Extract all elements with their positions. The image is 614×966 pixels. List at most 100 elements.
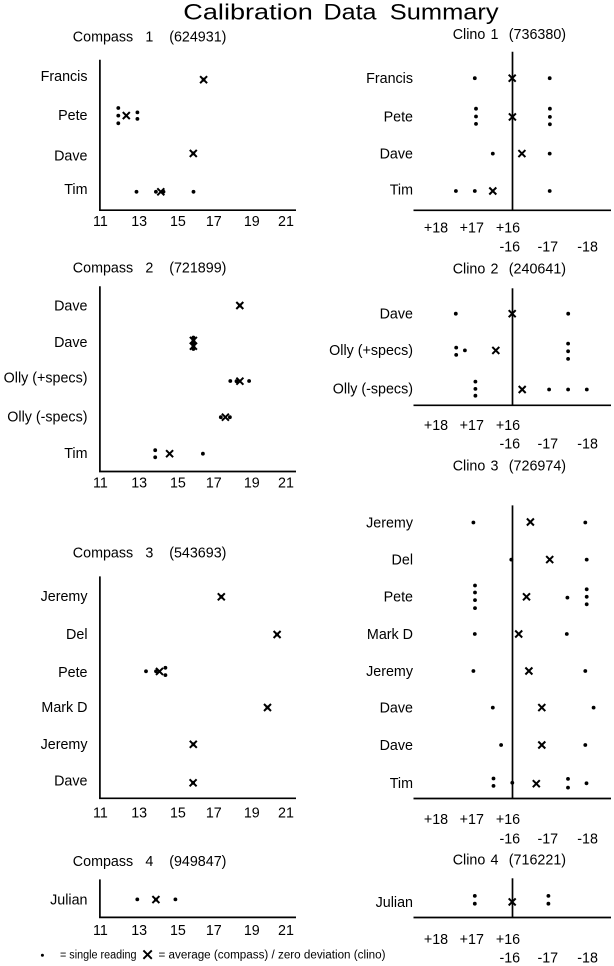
svg-text:15: 15 bbox=[170, 805, 186, 821]
svg-text:13: 13 bbox=[131, 805, 147, 821]
svg-text:Olly (-specs): Olly (-specs) bbox=[333, 382, 413, 398]
svg-text:Olly (-specs): Olly (-specs) bbox=[7, 410, 87, 426]
svg-text:+18: +18 bbox=[424, 812, 448, 828]
svg-text:(949847): (949847) bbox=[169, 854, 226, 870]
svg-text:4: 4 bbox=[145, 854, 153, 870]
svg-text:Pete: Pete bbox=[58, 108, 87, 124]
svg-text:1: 1 bbox=[145, 30, 153, 46]
svg-text:Olly (+specs): Olly (+specs) bbox=[329, 343, 413, 359]
svg-text:-17: -17 bbox=[537, 832, 558, 848]
svg-text:-17: -17 bbox=[537, 950, 558, 966]
svg-text:Compass: Compass bbox=[73, 261, 133, 277]
svg-text:19: 19 bbox=[244, 476, 260, 492]
svg-text:+17: +17 bbox=[460, 812, 484, 828]
svg-text:Julian: Julian bbox=[376, 895, 413, 911]
svg-text:= single reading: = single reading bbox=[60, 950, 137, 962]
svg-text:15: 15 bbox=[170, 214, 186, 230]
svg-text:(726974): (726974) bbox=[509, 459, 566, 475]
svg-text:Jeremy: Jeremy bbox=[366, 664, 414, 680]
svg-text:Pete: Pete bbox=[384, 110, 413, 126]
svg-text:-16: -16 bbox=[499, 436, 520, 452]
svg-text:-17: -17 bbox=[537, 436, 558, 452]
svg-text:+16: +16 bbox=[496, 932, 520, 948]
svg-text:Clino: Clino bbox=[453, 853, 486, 869]
svg-text:4: 4 bbox=[491, 853, 499, 869]
svg-text:19: 19 bbox=[244, 214, 260, 230]
svg-text:19: 19 bbox=[244, 805, 260, 821]
svg-text:13: 13 bbox=[131, 476, 147, 492]
svg-text:+16: +16 bbox=[496, 221, 520, 237]
svg-text:17: 17 bbox=[206, 805, 222, 821]
svg-text:Jeremy: Jeremy bbox=[41, 589, 89, 605]
svg-text:11: 11 bbox=[93, 476, 108, 492]
svg-text:Francis: Francis bbox=[41, 69, 88, 85]
svg-text:Dave: Dave bbox=[54, 148, 87, 164]
svg-text:Compass: Compass bbox=[73, 854, 133, 870]
svg-text:Clino: Clino bbox=[453, 459, 486, 475]
svg-text:2: 2 bbox=[145, 261, 153, 277]
svg-text:+16: +16 bbox=[496, 418, 520, 434]
svg-text:Dave: Dave bbox=[380, 147, 413, 163]
svg-text:17: 17 bbox=[206, 923, 222, 939]
svg-text:11: 11 bbox=[93, 805, 108, 821]
svg-text:Compass: Compass bbox=[73, 546, 133, 562]
svg-text:Calibration: Calibration bbox=[183, 0, 312, 25]
svg-text:= average (compass) / zero dev: = average (compass) / zero deviation (cl… bbox=[159, 950, 386, 962]
svg-text:21: 21 bbox=[278, 923, 294, 939]
svg-text:Julian: Julian bbox=[50, 893, 87, 909]
svg-text:Compass: Compass bbox=[73, 30, 133, 46]
svg-text:Dave: Dave bbox=[380, 307, 413, 323]
svg-text:Data: Data bbox=[324, 0, 378, 25]
svg-text:Tim: Tim bbox=[390, 776, 413, 792]
svg-text:3: 3 bbox=[145, 546, 153, 562]
svg-text:19: 19 bbox=[244, 923, 260, 939]
svg-text:(543693): (543693) bbox=[169, 546, 226, 562]
svg-text:-18: -18 bbox=[577, 436, 598, 452]
svg-text:(624931): (624931) bbox=[169, 30, 226, 46]
svg-text:Dave: Dave bbox=[54, 335, 87, 351]
svg-text:(721899): (721899) bbox=[169, 261, 226, 277]
svg-text:Jeremy: Jeremy bbox=[366, 516, 414, 532]
svg-text:21: 21 bbox=[278, 214, 294, 230]
svg-text:11: 11 bbox=[93, 923, 108, 939]
svg-text:Del: Del bbox=[66, 627, 87, 643]
svg-text:Del: Del bbox=[392, 553, 413, 569]
svg-text:1: 1 bbox=[491, 27, 499, 43]
svg-text:Francis: Francis bbox=[366, 71, 413, 87]
svg-text:Mark D: Mark D bbox=[41, 700, 87, 716]
svg-text:(716221): (716221) bbox=[509, 853, 566, 869]
svg-text:Tim: Tim bbox=[64, 182, 87, 198]
svg-text:Olly (+specs): Olly (+specs) bbox=[4, 371, 88, 387]
svg-text:15: 15 bbox=[170, 923, 186, 939]
svg-text:-18: -18 bbox=[577, 950, 598, 966]
svg-text:+18: +18 bbox=[424, 932, 448, 948]
svg-text:-17: -17 bbox=[537, 240, 558, 256]
svg-text:2: 2 bbox=[491, 262, 499, 278]
svg-text:-18: -18 bbox=[577, 832, 598, 848]
svg-text:+17: +17 bbox=[460, 932, 484, 948]
svg-text:Clino: Clino bbox=[453, 27, 486, 43]
svg-text:3: 3 bbox=[491, 459, 499, 475]
svg-text:11: 11 bbox=[93, 214, 108, 230]
svg-text:+18: +18 bbox=[424, 418, 448, 434]
svg-text:+16: +16 bbox=[496, 812, 520, 828]
svg-text:+18: +18 bbox=[424, 221, 448, 237]
svg-text:13: 13 bbox=[131, 214, 147, 230]
svg-text:21: 21 bbox=[278, 805, 294, 821]
svg-text:-16: -16 bbox=[499, 950, 520, 966]
svg-text:(240641): (240641) bbox=[509, 262, 566, 278]
svg-text:21: 21 bbox=[278, 476, 294, 492]
svg-text:Dave: Dave bbox=[54, 773, 87, 789]
svg-text:Mark D: Mark D bbox=[367, 627, 413, 643]
svg-text:-16: -16 bbox=[499, 240, 520, 256]
svg-text:17: 17 bbox=[206, 214, 222, 230]
svg-text:Jeremy: Jeremy bbox=[41, 737, 89, 753]
svg-text:Tim: Tim bbox=[64, 446, 87, 462]
svg-text:Dave: Dave bbox=[380, 738, 413, 754]
svg-text:+17: +17 bbox=[460, 221, 484, 237]
svg-text:-18: -18 bbox=[577, 240, 598, 256]
svg-text:Pete: Pete bbox=[58, 665, 87, 681]
svg-text:Clino: Clino bbox=[453, 262, 486, 278]
svg-text:(736380): (736380) bbox=[509, 27, 566, 43]
svg-text:-16: -16 bbox=[499, 832, 520, 848]
